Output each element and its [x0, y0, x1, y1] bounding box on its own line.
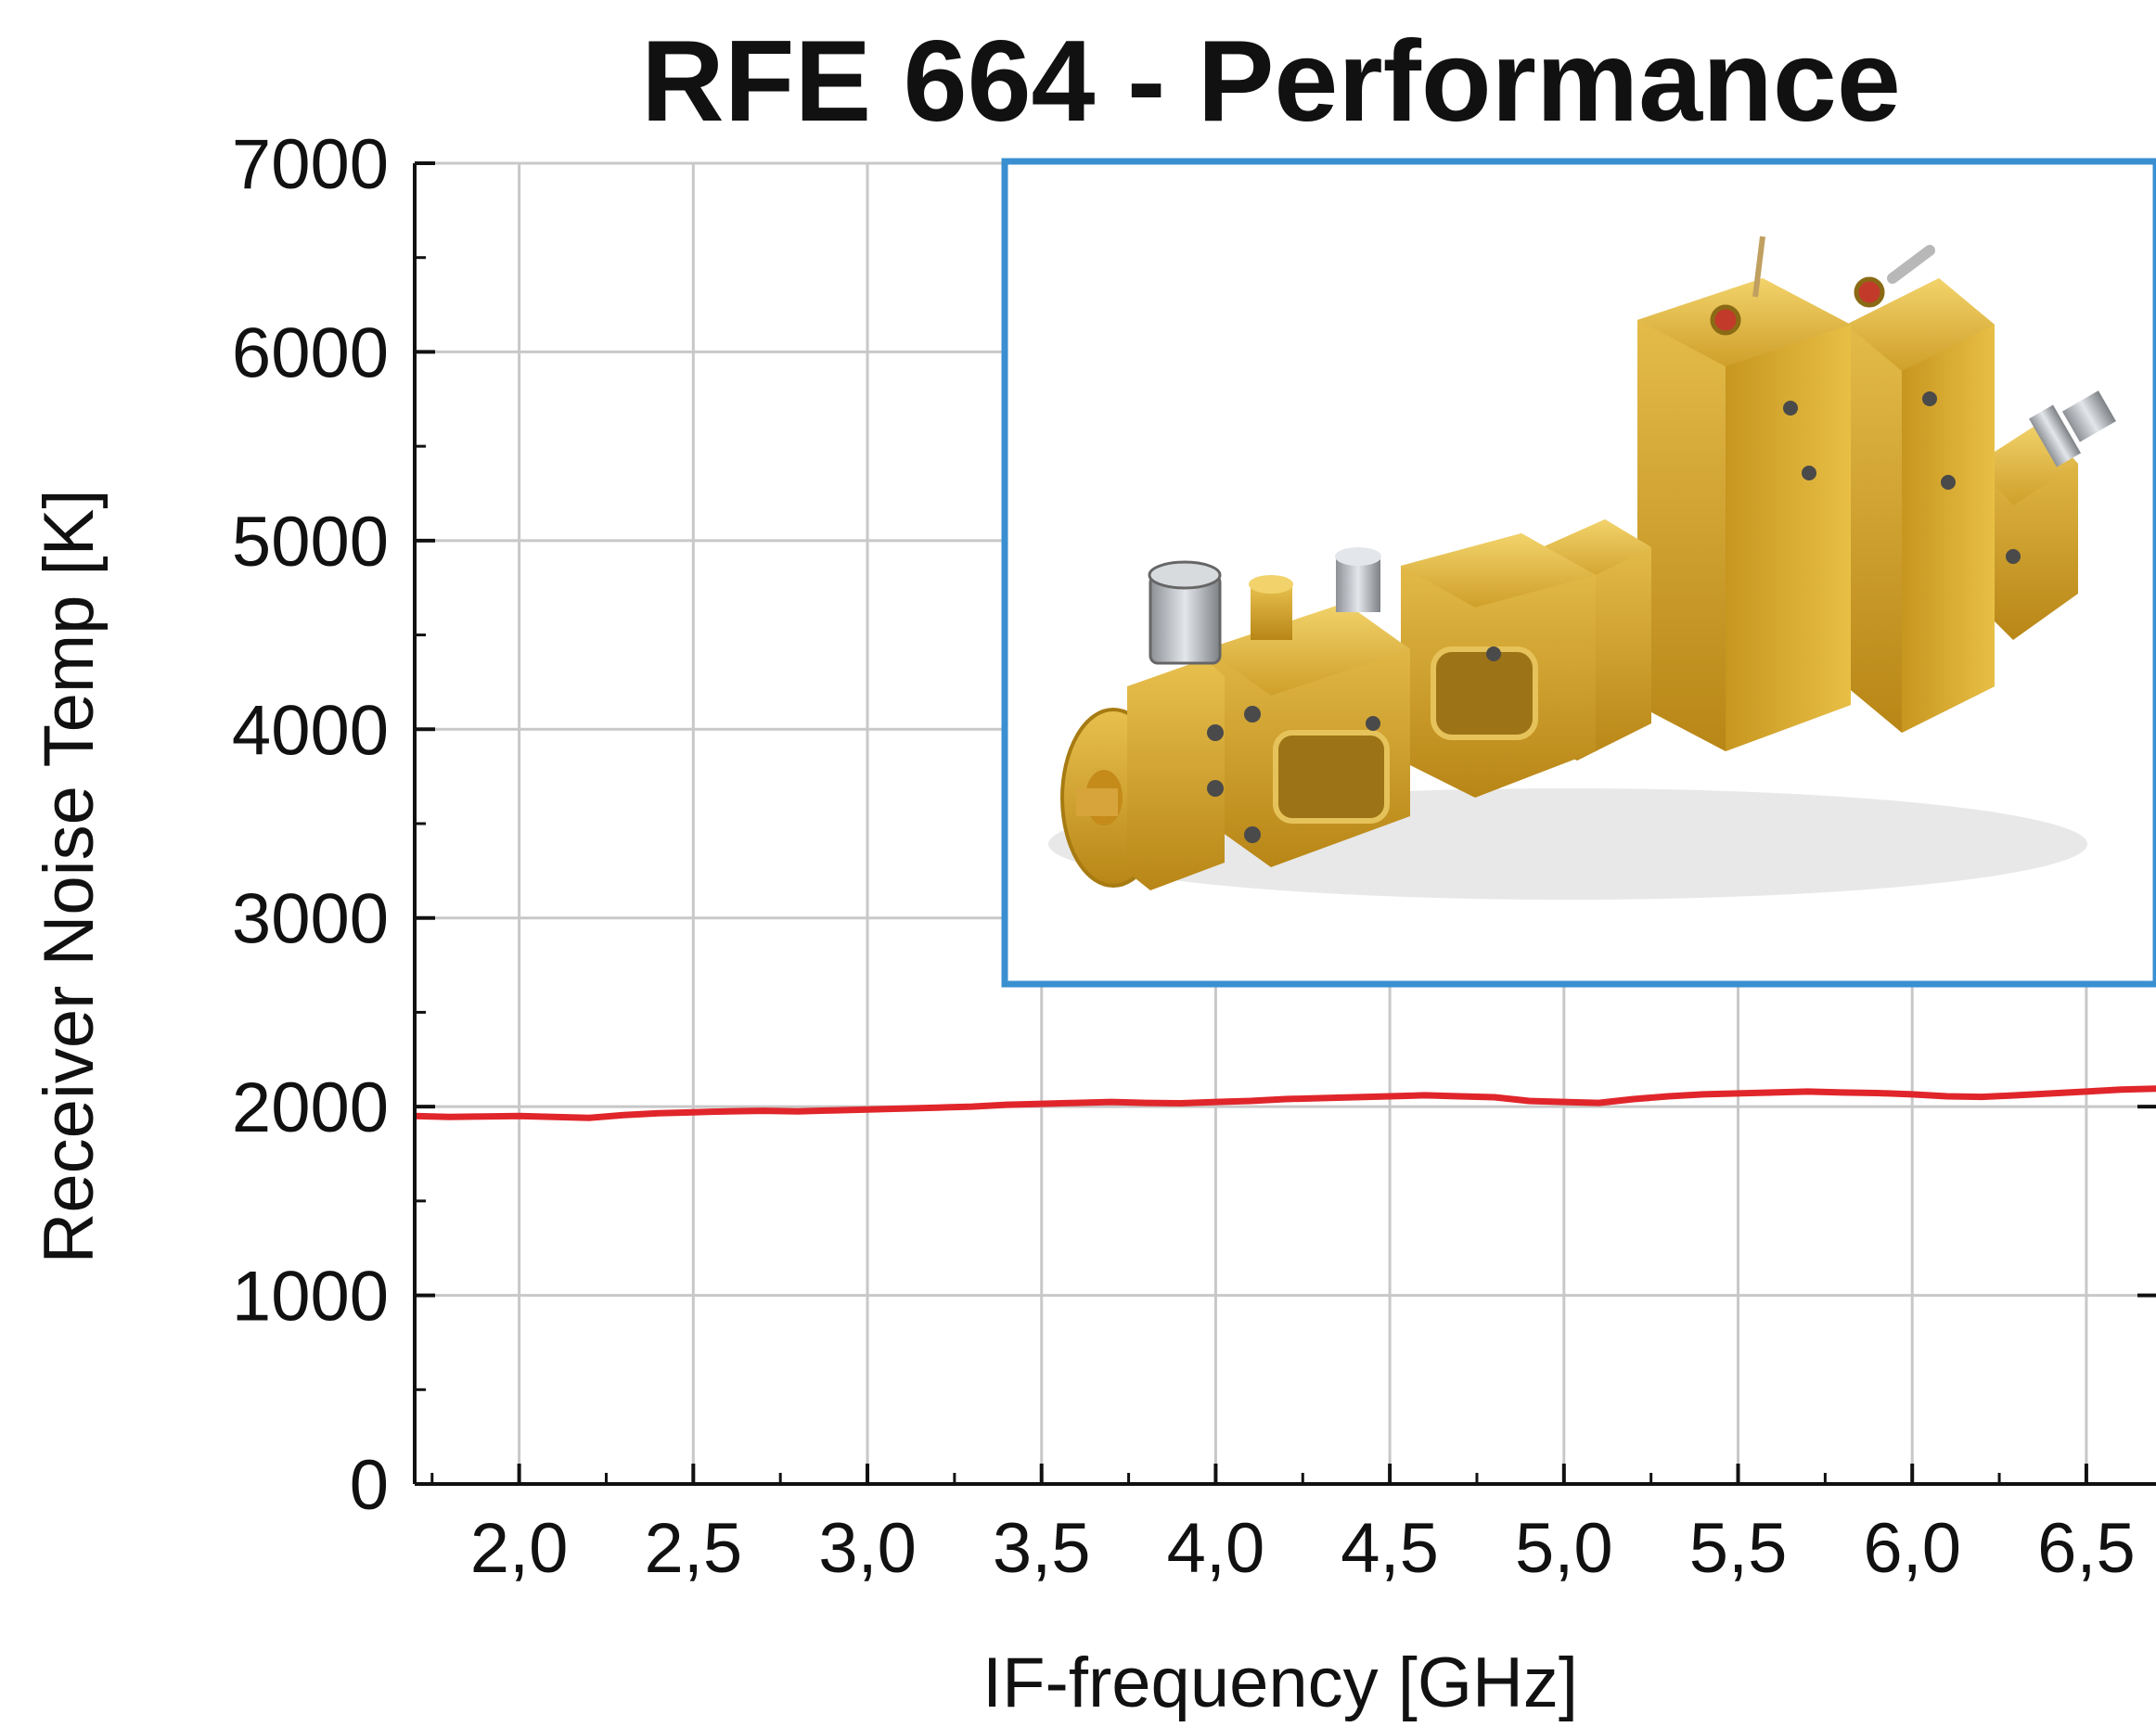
x-tick-label: 2,5 — [644, 1509, 742, 1588]
chart-title: RFE 664 - Performance — [641, 18, 1901, 146]
y-tick-label: 2000 — [232, 1068, 389, 1147]
y-tick-label: 7000 — [232, 125, 389, 204]
series-line — [415, 1085, 2156, 1121]
inset-photo — [1001, 158, 2156, 988]
y-tick-label: 4000 — [232, 691, 389, 770]
x-tick-label: 5,0 — [1515, 1509, 1613, 1588]
x-tick-label: 3,0 — [818, 1509, 917, 1588]
inset-border — [1001, 158, 2156, 988]
y-axis-label: Receiver Noise Temp [K] — [30, 490, 109, 1264]
y-tick-label: 1000 — [232, 1258, 389, 1337]
ticks: 2,0 2,5 3,0 3,5 4,0 4,5 5,0 5,5 6,0 6,5 0 1000 2000 3… — [232, 125, 2156, 1588]
x-axis-label: IF-frequency [GHz] — [982, 1644, 1578, 1722]
x-tick-label: 6,5 — [2037, 1509, 2136, 1588]
module-illustration — [1048, 236, 2116, 900]
x-tick-label: 4,0 — [1167, 1509, 1265, 1588]
series-group — [415, 1085, 2156, 1121]
y-tick-label: 6000 — [232, 313, 389, 392]
y-tick-label: 0 — [350, 1446, 389, 1525]
x-tick-label: 5,5 — [1689, 1509, 1788, 1588]
x-tick-label: 2,0 — [470, 1509, 569, 1588]
y-tick-label: 3000 — [232, 880, 389, 959]
x-tick-label: 3,5 — [993, 1509, 1091, 1588]
y-tick-label: 5000 — [232, 503, 389, 582]
x-tick-label: 4,5 — [1341, 1509, 1439, 1588]
x-tick-label: 6,0 — [1863, 1509, 1961, 1588]
